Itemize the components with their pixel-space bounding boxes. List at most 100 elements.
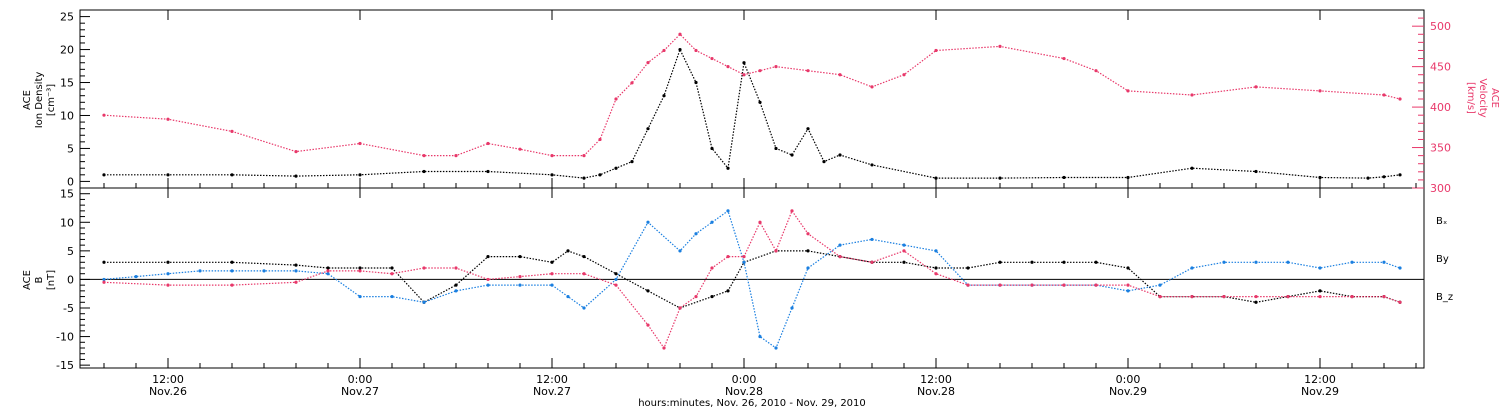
density-title-line1: ACE <box>22 90 33 110</box>
bz-point <box>1222 294 1226 299</box>
bz-point <box>1398 300 1402 304</box>
time-tick-label: 0:00 <box>348 373 373 386</box>
bz-point <box>102 280 106 284</box>
by-point <box>1126 289 1130 293</box>
bz-point <box>1094 283 1098 287</box>
density-point <box>598 173 602 177</box>
density-title-line3: [cm⁻³] <box>46 84 57 116</box>
density-point <box>230 173 234 177</box>
bz-point <box>998 283 1002 287</box>
density-tick-label: 20 <box>60 44 74 57</box>
velocity-series <box>102 32 1402 158</box>
time-tick-label: 12:00 <box>1304 373 1336 386</box>
velocity-point <box>1254 85 1258 89</box>
b-axis-ticks: -15 -10 -5 0 5 10 15 <box>56 188 90 372</box>
velocity-point <box>806 69 810 73</box>
time-tick-label: 12:00 <box>152 373 184 386</box>
b-title-line2: B <box>34 276 45 283</box>
legend-bz: B_z <box>1436 292 1453 303</box>
date-tick-label: Nov.26 <box>149 385 187 398</box>
bx-point <box>518 254 522 259</box>
density-point <box>1062 175 1066 180</box>
bx-point <box>230 260 234 264</box>
velocity-point <box>102 113 106 117</box>
by-point <box>1158 283 1162 287</box>
bx-point <box>966 266 970 270</box>
b-title-line3: [nT] <box>46 270 57 290</box>
velocity-point <box>518 147 522 151</box>
by-point <box>134 274 138 279</box>
velocity-tick-label: 400 <box>1430 101 1451 114</box>
bx-point <box>1094 260 1098 264</box>
by-trace <box>103 209 1401 349</box>
date-tick-label: Nov.28 <box>725 385 763 398</box>
density-axis-title: ACE Ion Density [cm⁻³] <box>22 72 57 129</box>
bz-point <box>614 283 618 287</box>
date-tick-label: Nov.27 <box>341 385 379 398</box>
density-trace <box>104 48 1401 179</box>
b-tick-label: 15 <box>60 188 74 201</box>
by-point <box>902 243 906 247</box>
b-tick-label: 10 <box>60 216 74 229</box>
bz-point <box>1062 283 1066 287</box>
bz-trace <box>103 209 1401 350</box>
time-tick-label: 0:00 <box>1116 373 1141 386</box>
bx-point <box>1254 300 1258 304</box>
bx-point <box>326 266 330 270</box>
density-tick-label: 10 <box>60 109 74 122</box>
density-point <box>422 169 426 174</box>
b-tick-label: 5 <box>67 245 74 258</box>
b-tick-label: -5 <box>63 302 74 315</box>
time-tick-label: 12:00 <box>920 373 952 386</box>
velocity-axis-title: ACE Velocity [km/s] <box>1465 78 1500 117</box>
bx-point <box>550 260 554 264</box>
date-tick-label: Nov.28 <box>917 385 955 398</box>
bz-point <box>582 272 586 276</box>
density-point <box>1382 175 1386 179</box>
velocity-trace <box>103 33 1401 157</box>
density-tick-label: 5 <box>67 142 74 155</box>
b-title-line1: ACE <box>22 270 33 290</box>
bz-point <box>1254 294 1258 299</box>
density-series <box>102 47 1402 180</box>
density-axis-ticks: 0 5 10 15 20 25 <box>60 11 90 188</box>
by-point <box>390 294 394 299</box>
by-point <box>230 269 234 273</box>
density-tick-label: 15 <box>60 77 74 90</box>
velocity-tick-label: 450 <box>1430 61 1451 74</box>
velocity-tick-label: 350 <box>1430 142 1451 155</box>
velocity-tick-label: 300 <box>1430 182 1451 195</box>
by-point <box>1318 266 1322 270</box>
by-point <box>102 277 106 282</box>
b-tick-label: -10 <box>56 331 74 344</box>
density-tick-label: 0 <box>67 175 74 188</box>
by-point <box>870 237 874 242</box>
bottom-panel-frame <box>79 187 1425 369</box>
bx-point <box>1126 266 1130 270</box>
bz-point <box>1350 294 1354 299</box>
velocity-point <box>422 154 426 158</box>
bz-point <box>1318 294 1322 299</box>
velocity-point <box>1382 93 1386 97</box>
b-tick-label: 0 <box>67 273 74 286</box>
x-axis-title: hours:minutes, Nov. 26, 2010 - Nov. 29, … <box>638 398 866 409</box>
bz-point <box>390 272 394 276</box>
velocity-title-line3: [km/s] <box>1465 82 1476 114</box>
bz-series <box>102 209 1402 350</box>
velocity-title-line1: ACE <box>1489 88 1500 108</box>
time-axis-ticks: 12:00Nov.260:00Nov.2712:00Nov.270:00Nov.… <box>103 10 1417 398</box>
velocity-axis-ticks: 300 350 400 450 500 <box>1412 17 1451 195</box>
legend-bx: Bₓ <box>1436 216 1447 227</box>
bz-point <box>966 283 970 287</box>
by-point <box>358 294 362 299</box>
by-point <box>486 283 490 287</box>
density-point <box>1190 166 1194 170</box>
density-title-line2: Ion Density <box>34 72 45 129</box>
bx-point <box>998 260 1002 264</box>
b-axis-title: ACE B [nT] <box>22 270 57 290</box>
b-tick-label: -15 <box>56 359 74 372</box>
by-point <box>934 249 938 253</box>
